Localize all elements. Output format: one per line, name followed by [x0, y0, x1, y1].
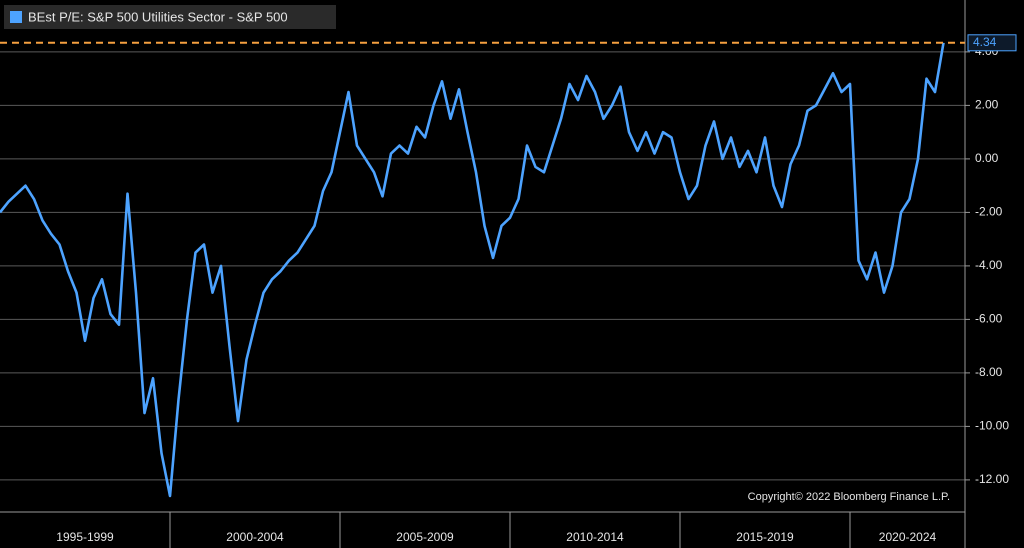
y-tick-label: -10.00: [975, 419, 1009, 433]
x-tick-label: 2020-2024: [879, 530, 937, 544]
y-tick-label: 2.00: [975, 98, 999, 112]
legend-box: [4, 5, 336, 29]
data-line: [0, 42, 945, 498]
y-tick-label: 0.00: [975, 151, 999, 165]
legend-swatch: [10, 11, 22, 23]
last-value-label: 4.34: [973, 35, 997, 49]
y-tick-label: -2.00: [975, 205, 1003, 219]
x-tick-label: 2000-2004: [226, 530, 284, 544]
last-value-tag: [967, 34, 1017, 52]
x-tick-label: 2010-2014: [566, 530, 624, 544]
y-tick-label: -4.00: [975, 258, 1003, 272]
x-tick-label: 2005-2009: [396, 530, 454, 544]
legend-label: BEst P/E: S&P 500 Utilities Sector - S&P…: [28, 9, 288, 24]
x-tick-label: 2015-2019: [736, 530, 794, 544]
y-tick-label: -12.00: [975, 472, 1009, 486]
annotation: Copyright© 2022 Bloomberg Finance L.P.: [748, 491, 950, 503]
y-tick-label: -8.00: [975, 365, 1003, 379]
y-tick-label: -6.00: [975, 312, 1003, 326]
x-tick-label: 1995-1999: [56, 530, 114, 544]
